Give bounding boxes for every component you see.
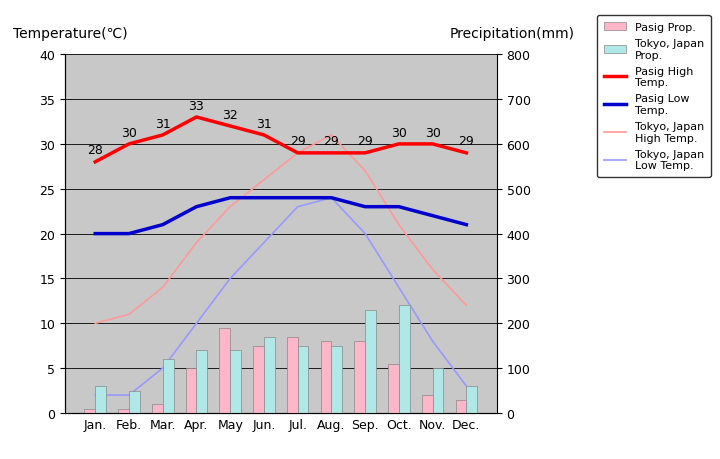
Bar bbox=[320, 341, 331, 413]
Bar bbox=[163, 359, 174, 413]
Bar bbox=[264, 337, 275, 413]
Bar bbox=[84, 409, 95, 413]
Bar bbox=[456, 400, 467, 413]
Bar bbox=[118, 409, 129, 413]
Text: 29: 29 bbox=[289, 135, 305, 148]
Text: 29: 29 bbox=[459, 135, 474, 148]
Text: Temperature(℃): Temperature(℃) bbox=[13, 27, 127, 41]
Text: 28: 28 bbox=[87, 144, 103, 157]
Text: 32: 32 bbox=[222, 108, 238, 121]
Text: 31: 31 bbox=[155, 118, 171, 130]
Bar bbox=[197, 351, 207, 413]
Bar bbox=[230, 351, 241, 413]
Text: 30: 30 bbox=[121, 126, 137, 139]
Bar bbox=[129, 391, 140, 413]
Text: Precipitation(mm): Precipitation(mm) bbox=[449, 27, 575, 41]
Text: 29: 29 bbox=[323, 135, 339, 148]
Bar bbox=[297, 346, 308, 413]
Bar bbox=[95, 386, 106, 413]
Bar bbox=[253, 346, 264, 413]
Bar bbox=[287, 337, 297, 413]
Bar bbox=[399, 306, 410, 413]
Bar bbox=[388, 364, 399, 413]
Bar bbox=[354, 341, 365, 413]
Text: 29: 29 bbox=[357, 135, 373, 148]
Bar bbox=[467, 386, 477, 413]
Bar bbox=[186, 368, 197, 413]
Bar bbox=[331, 346, 342, 413]
Bar bbox=[152, 404, 163, 413]
Bar bbox=[220, 328, 230, 413]
Legend: Pasig Prop., Tokyo, Japan
Prop., Pasig High
Temp., Pasig Low
Temp., Tokyo, Japan: Pasig Prop., Tokyo, Japan Prop., Pasig H… bbox=[597, 16, 711, 178]
Bar bbox=[365, 310, 376, 413]
Bar bbox=[433, 368, 444, 413]
Text: 33: 33 bbox=[189, 100, 204, 112]
Text: 30: 30 bbox=[425, 126, 441, 139]
Text: 31: 31 bbox=[256, 118, 272, 130]
Text: 30: 30 bbox=[391, 126, 407, 139]
Bar bbox=[422, 395, 433, 413]
